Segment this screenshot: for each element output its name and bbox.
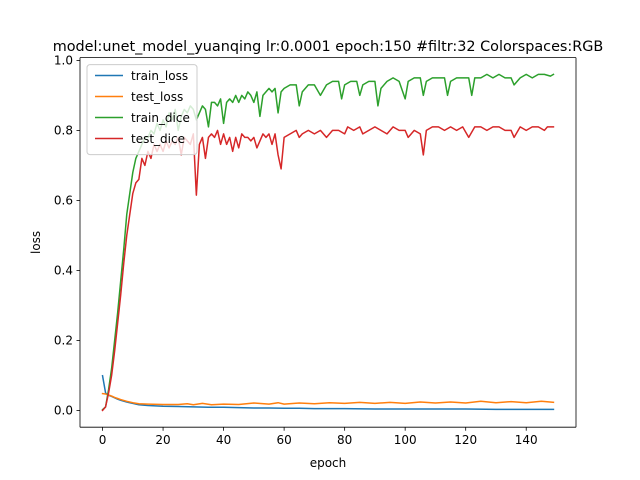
legend-label-train-dice: train_dice: [131, 111, 190, 125]
y-tick-label: 0.0: [54, 404, 73, 418]
x-tick-label: 120: [454, 433, 477, 447]
x-axis-ticks: 0 20 40 60 80 100 120 140: [99, 427, 538, 447]
x-tick-label: 40: [216, 433, 231, 447]
y-tick-label: 0.2: [54, 334, 73, 348]
x-tick-label: 80: [337, 433, 352, 447]
y-tick-label: 0.4: [54, 264, 73, 278]
legend-box: [86, 64, 198, 156]
x-tick-label: 100: [394, 433, 417, 447]
y-tick-label: 1.0: [54, 54, 73, 68]
y-tick-label: 0.6: [54, 194, 73, 208]
y-axis-label: loss: [29, 231, 43, 254]
legend: train_loss test_loss train_dice test_dice: [86, 64, 198, 156]
legend-label-train-loss: train_loss: [131, 69, 188, 83]
chart-title: model:unet_model_yuanqing lr:0.0001 epoc…: [53, 39, 604, 55]
y-axis-ticks: 0.0 0.2 0.4 0.6 0.8 1.0: [54, 54, 80, 418]
legend-label-test-dice: test_dice: [131, 132, 185, 146]
legend-label-test-loss: test_loss: [131, 90, 183, 104]
axes-frame: [79, 57, 577, 428]
x-tick-label: 0: [99, 433, 107, 447]
y-tick-label: 0.8: [54, 124, 73, 138]
x-tick-label: 140: [515, 433, 538, 447]
x-axis-label: epoch: [310, 456, 347, 470]
x-tick-label: 60: [276, 433, 291, 447]
x-tick-label: 20: [155, 433, 170, 447]
series-line-test-loss: [101, 392, 555, 406]
